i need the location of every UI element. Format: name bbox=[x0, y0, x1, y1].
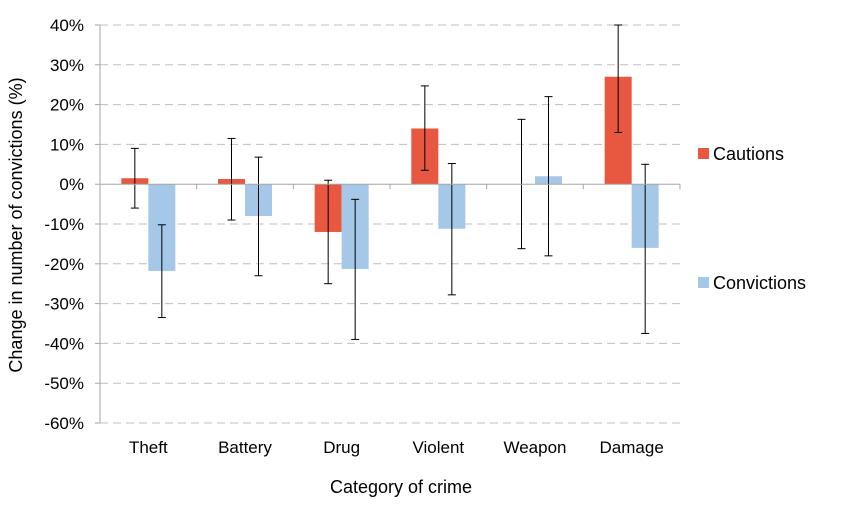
bars bbox=[121, 76, 659, 271]
y-tick-label: -40% bbox=[44, 334, 84, 353]
x-axis-title: Category of crime bbox=[330, 477, 472, 497]
y-tick-label: -50% bbox=[44, 374, 84, 393]
x-tick-label: Weapon bbox=[503, 438, 566, 457]
y-tick-label: -30% bbox=[44, 295, 84, 314]
x-tick-label: Violent bbox=[412, 438, 464, 457]
y-tick-label: -10% bbox=[44, 215, 84, 234]
legend-label-cautions: Cautions bbox=[713, 144, 784, 164]
x-tick-label: Battery bbox=[218, 438, 272, 457]
x-tick-label: Damage bbox=[600, 438, 664, 457]
y-tick-label: 30% bbox=[50, 56, 84, 75]
x-tick-label: Theft bbox=[129, 438, 168, 457]
error-bars bbox=[130, 24, 650, 340]
y-tick-label: 10% bbox=[50, 135, 84, 154]
x-tick-label: Drug bbox=[323, 438, 360, 457]
y-axis-ticks: 40% 30% 20% 10% 0% -10% -20% -30% -40% -50% -60% bbox=[44, 16, 100, 433]
legend-swatch-convictions bbox=[698, 277, 709, 288]
legend-swatch-cautions bbox=[698, 148, 709, 159]
y-tick-label: -20% bbox=[44, 255, 84, 274]
x-axis-ticks: Theft Battery Drug Violent Weapon Damage bbox=[99, 184, 681, 457]
y-tick-label: -60% bbox=[44, 414, 84, 433]
y-axis-title: Change in number of convictions (%) bbox=[6, 77, 26, 372]
gridlines bbox=[100, 24, 680, 424]
legend: Cautions Convictions bbox=[698, 144, 806, 293]
y-tick-label: 0% bbox=[59, 175, 84, 194]
legend-label-convictions: Convictions bbox=[713, 273, 806, 293]
y-tick-label: 40% bbox=[50, 16, 84, 35]
y-tick-label: 20% bbox=[50, 96, 84, 115]
